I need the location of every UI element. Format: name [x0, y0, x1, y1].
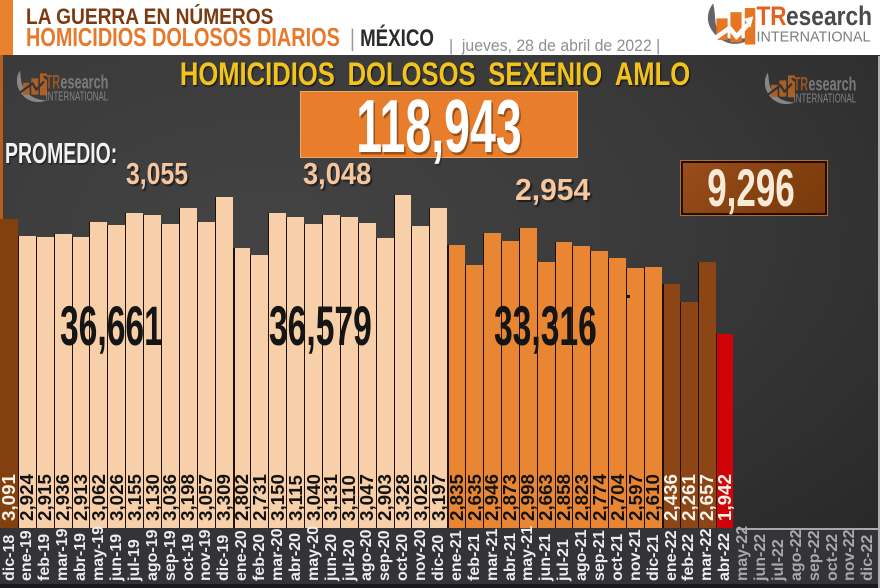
- svg-text:esearch: esearch: [786, 2, 872, 31]
- svg-text:INTERNATIONAL: INTERNATIONAL: [794, 91, 857, 106]
- svg-text:TR: TR: [46, 71, 61, 93]
- svg-text:esearch: esearch: [60, 71, 108, 93]
- svg-text:esearch: esearch: [808, 73, 856, 95]
- svg-text:INTERNATIONAL: INTERNATIONAL: [46, 89, 109, 104]
- svg-text:TR: TR: [757, 2, 787, 31]
- svg-text:INTERNATIONAL: INTERNATIONAL: [757, 29, 871, 46]
- svg-text:TR: TR: [794, 73, 809, 95]
